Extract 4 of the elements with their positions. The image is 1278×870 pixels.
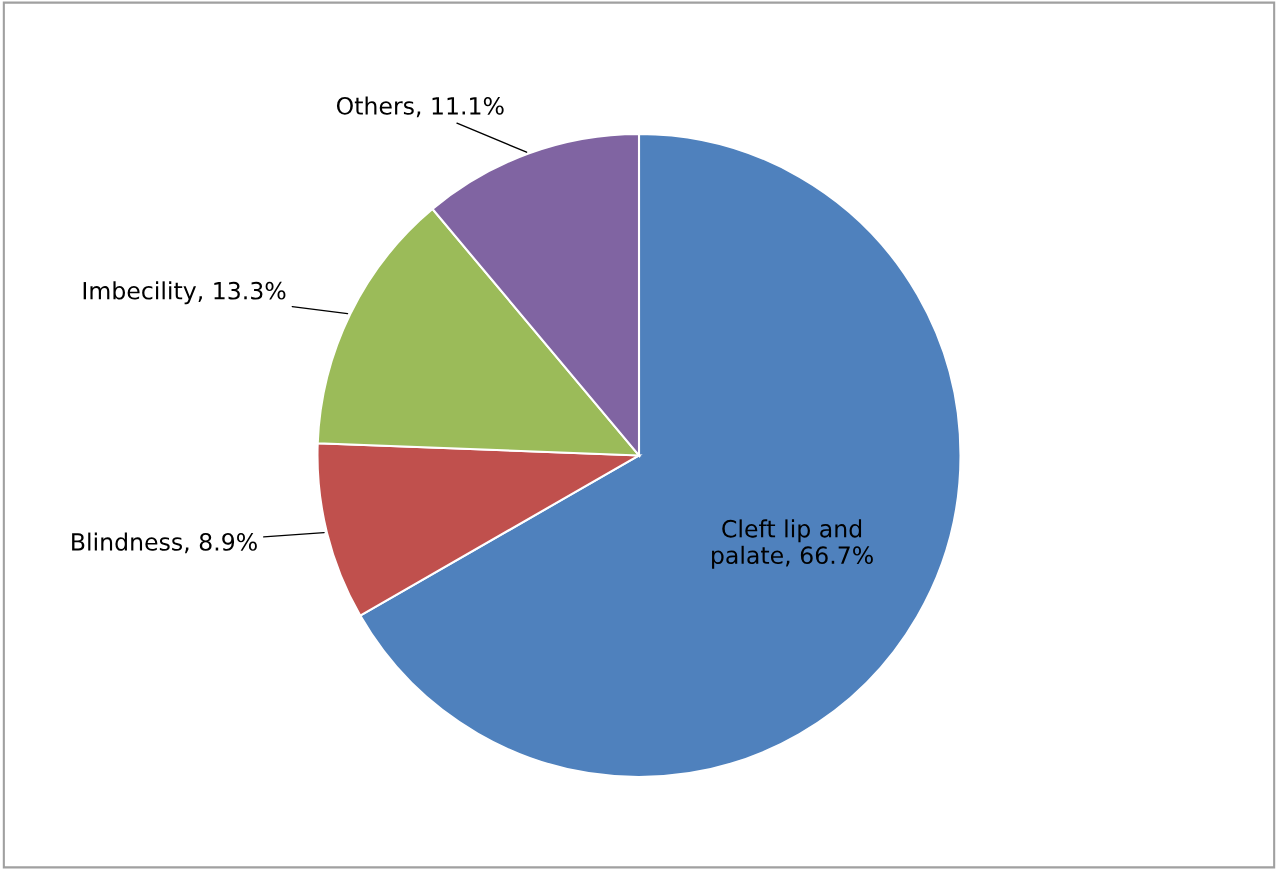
slice-label: Blindness, 8.9% — [72, 532, 257, 554]
slice-label: Cleft lip and palate, 66.7% — [712, 519, 873, 569]
slice-label: Others, 11.1% — [336, 96, 504, 118]
slice-label: Imbecility, 13.3% — [83, 281, 286, 305]
